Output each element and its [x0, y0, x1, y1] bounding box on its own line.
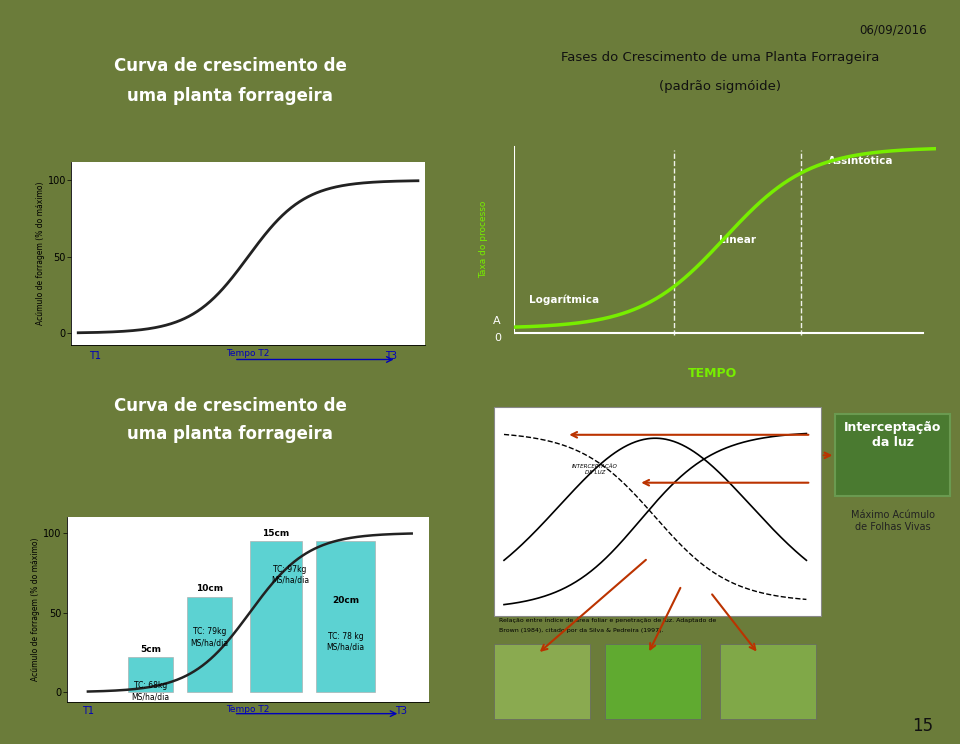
Text: MS/ha/dia: MS/ha/dia	[191, 638, 228, 647]
Text: Brown (1984), citado por da Silva & Pedreira (1997).: Brown (1984), citado por da Silva & Pedr…	[499, 628, 663, 633]
Text: Logarítmica: Logarítmica	[529, 295, 599, 305]
Text: TC: 79kg: TC: 79kg	[193, 627, 227, 636]
Text: MS/ha/dia: MS/ha/dia	[326, 643, 365, 652]
Text: Máximo Acúmulo
de Folhas Vivas: Máximo Acúmulo de Folhas Vivas	[851, 510, 935, 532]
Y-axis label: Acúmulo de forragem (% do máximo): Acúmulo de forragem (% do máximo)	[32, 538, 40, 681]
Text: T1: T1	[82, 706, 94, 716]
Text: T1: T1	[89, 351, 101, 362]
Text: 5cm: 5cm	[140, 645, 161, 654]
Bar	[605, 644, 701, 719]
Bar	[250, 541, 302, 692]
Text: Tempo T2: Tempo T2	[227, 705, 270, 713]
Text: uma planta forrageira: uma planta forrageira	[128, 87, 333, 105]
Text: Relação entre índice de área foliar e penetração de luz. Adaptado de: Relação entre índice de área foliar e pe…	[499, 618, 716, 623]
Text: Curva de crescimento de: Curva de crescimento de	[114, 397, 347, 415]
Text: 10cm: 10cm	[196, 584, 224, 594]
Text: 15cm: 15cm	[262, 529, 290, 538]
Text: 06/09/2016: 06/09/2016	[859, 24, 926, 36]
Text: 0: 0	[494, 333, 501, 343]
Text: TC: 68kg: TC: 68kg	[134, 681, 167, 690]
Bar	[128, 657, 173, 692]
Text: TC: 78 kg: TC: 78 kg	[327, 632, 364, 641]
Text: T3: T3	[385, 351, 396, 362]
Bar	[316, 541, 375, 692]
Text: INTERCEPTAÇÃO
DE LUZ: INTERCEPTAÇÃO DE LUZ	[572, 464, 618, 475]
Text: T3: T3	[396, 706, 407, 716]
Text: MS/ha/dia: MS/ha/dia	[132, 692, 170, 701]
Text: Tempo T2: Tempo T2	[227, 349, 270, 358]
Text: 20cm: 20cm	[332, 595, 359, 605]
Text: TC: 97kg: TC: 97kg	[274, 565, 306, 574]
Text: 15: 15	[912, 717, 933, 735]
Text: Fases do Crescimento de uma Planta Forrageira: Fases do Crescimento de uma Planta Forra…	[561, 51, 879, 64]
Y-axis label: Acúmulo de forragem (% do máximo): Acúmulo de forragem (% do máximo)	[36, 182, 45, 325]
Bar	[720, 644, 816, 719]
Text: Curva de crescimento de: Curva de crescimento de	[114, 57, 347, 75]
Text: Taxa do processo: Taxa do processo	[480, 200, 489, 278]
Text: Interceptação
da luz: Interceptação da luz	[844, 421, 942, 449]
Text: (padrão sigmóide): (padrão sigmóide)	[659, 80, 781, 93]
Bar	[494, 408, 821, 616]
Bar	[494, 644, 590, 719]
Bar	[187, 597, 232, 692]
Text: uma planta forrageira: uma planta forrageira	[128, 425, 333, 443]
Text: Linear: Linear	[719, 235, 756, 246]
Text: Assintótica: Assintótica	[828, 156, 894, 167]
Text: MS/ha/dia: MS/ha/dia	[271, 576, 309, 585]
Bar	[835, 414, 950, 496]
Text: A: A	[493, 316, 501, 326]
Text: TEMPO: TEMPO	[687, 367, 736, 379]
